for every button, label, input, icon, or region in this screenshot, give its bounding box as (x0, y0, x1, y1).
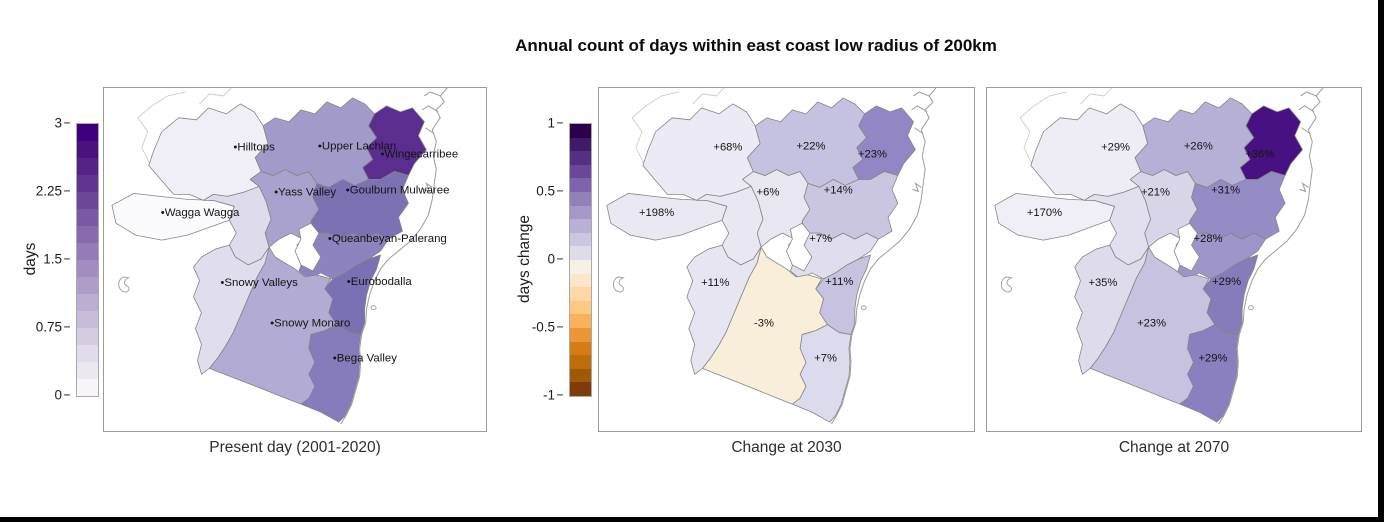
region-act-unshaded (294, 222, 322, 272)
colorbar-tick-label: 0.75 (35, 319, 62, 335)
region-label-bega-valley: •Bega Valley (333, 352, 397, 364)
region-pct-label-wingecarribee: +23% (858, 149, 887, 161)
coastline (1218, 88, 1324, 425)
coastline-inlet (1299, 182, 1309, 193)
region-pct-label-yass-valley: +21% (1141, 186, 1170, 198)
region-eurobodalla (324, 254, 381, 335)
region-pct-label-snowy-monaro: -3% (754, 318, 774, 330)
region-bega-valley (300, 324, 362, 423)
coastline-inlet (422, 105, 439, 113)
island-offshore (370, 305, 377, 311)
region-label-snowy-monaro: •Snowy Monaro (270, 318, 350, 330)
neighbor-boundary-line (631, 91, 680, 164)
colorbar-tick-label: -1 (542, 387, 555, 403)
region-label-upper-lachlan: •Upper Lachlan (318, 141, 396, 153)
region-pct-label-eurobodalla: +11% (825, 276, 853, 288)
neighbor-boundary-line (692, 88, 725, 105)
region-pct-label-bega-valley: +29% (1199, 352, 1228, 364)
region-eurobodalla (1202, 254, 1259, 335)
region-pct-label-snowy-monaro: +23% (1137, 318, 1166, 330)
coastline-inlet (912, 182, 922, 193)
region-label-eurobodalla: •Eurobodalla (347, 276, 413, 288)
region-hilltops (642, 103, 761, 201)
region-label-snowy-valleys: •Snowy Valleys (220, 277, 298, 289)
coastline-inlet (1301, 127, 1311, 135)
region-pct-label-wagga-wagga: +170% (1027, 207, 1062, 219)
map-change-2030-svg: +198% +68% +6% +22% +23% +14% +7% +11% -3% +11% +7… (606, 88, 937, 425)
screenshot-bottom-border (0, 517, 1384, 522)
region-label-wagga-wagga: •Wagga Wagga (161, 207, 240, 219)
colorbar-tick-label: 1 (547, 115, 555, 131)
region-pct-label-eurobodalla: +29% (1212, 276, 1241, 288)
coastline-inlet (1298, 105, 1315, 113)
region-pct-label-bega-valley: +7% (814, 352, 837, 364)
colorbar-tick-label: 3 (54, 115, 62, 131)
colorbar-tick-label: 0.5 (536, 183, 555, 199)
colorbar-days-gradient (76, 123, 99, 397)
region-act-unshaded (1173, 222, 1200, 272)
map-change-2030: +198% +68% +6% +22% +23% +14% +7% +11% -3% +11% +7… (598, 87, 975, 432)
colorbar-tick-label: 0 (54, 387, 62, 403)
coastline-inlet (914, 127, 924, 135)
region-label-hilltops: •Hilltops (233, 142, 275, 154)
island-west (1000, 276, 1013, 293)
coastline-inlet (424, 91, 441, 97)
coastline-inlet (911, 105, 928, 113)
map-present-day: •Wagga Wagga •Hilltops •Yass Valley •Upper … (103, 87, 487, 432)
region-pct-label-upper-lachlan: +22% (796, 141, 825, 153)
island-offshore (1248, 305, 1254, 311)
region-bega-valley (791, 324, 852, 423)
caption-present-day: Present day (2001-2020) (209, 439, 381, 456)
colorbar-days-ticks: 3 2.25 1.5 0.75 0 (26, 116, 72, 403)
region-label-yass-valley: •Yass Valley (274, 186, 336, 198)
region-pct-label-goulburn-mulwaree: +31% (1211, 184, 1240, 196)
map-change-2070-svg: +170% +29% +21% +26% +36% +31% +28% +35% +23% +29… (994, 88, 1324, 425)
coastline-inlet (425, 127, 435, 135)
neighbor-boundary-line (1019, 91, 1067, 164)
region-pct-label-queanbeyan-palerang: +7% (809, 233, 832, 245)
caption-change-2070: Change at 2070 (1118, 439, 1230, 456)
region-pct-label-hilltops: +29% (1101, 142, 1130, 154)
neighbor-boundary-line (199, 88, 232, 105)
colorbar-tick-label: 0 (547, 251, 555, 267)
map-present-day-svg: •Wagga Wagga •Hilltops •Yass Valley •Upper … (111, 88, 459, 425)
region-pct-label-yass-valley: +6% (757, 186, 780, 198)
region-hilltops (1030, 103, 1149, 201)
coastline-inlet (1300, 91, 1317, 97)
coastline (340, 88, 448, 425)
coastline-inlet (913, 91, 930, 97)
screenshot-right-border (1378, 0, 1384, 522)
coastline (831, 88, 937, 425)
colorbar-days-change-gradient (569, 123, 592, 397)
region-pct-label-snowy-valleys: +11% (701, 277, 729, 289)
figure-title: Annual count of days within east coast l… (515, 36, 997, 55)
island-west (118, 276, 131, 293)
colorbar-tick-label: 1.5 (43, 251, 62, 267)
neighbor-boundary-line (1080, 88, 1112, 105)
region-label-wingecarribee: •Wingecarribee (381, 149, 459, 161)
map-change-2070: +170% +29% +21% +26% +36% +31% +28% +35% +23% +29… (986, 87, 1362, 432)
region-pct-label-wagga-wagga: +198% (639, 207, 674, 219)
neighbor-boundary-line (137, 91, 186, 164)
region-pct-label-hilltops: +68% (713, 142, 742, 154)
region-bega-valley (1179, 324, 1239, 423)
region-label-queanbeyan-palerang: •Queanbeyan-Palerang (328, 233, 447, 245)
region-pct-label-upper-lachlan: +26% (1184, 141, 1213, 153)
region-label-goulburn-mulwaree: •Goulburn Mulwaree (346, 184, 450, 196)
region-eurobodalla (815, 254, 871, 335)
region-pct-label-goulburn-mulwaree: +14% (824, 184, 853, 196)
region-act-unshaded (786, 222, 813, 272)
region-pct-label-queanbeyan-palerang: +28% (1194, 233, 1223, 245)
island-west (612, 276, 625, 293)
coastline-inlet (423, 182, 433, 193)
caption-change-2030: Change at 2030 (731, 439, 842, 456)
region-pct-label-wingecarribee: +36% (1245, 149, 1274, 161)
colorbar-tick-label: -0.5 (531, 319, 555, 335)
island-offshore (860, 305, 867, 311)
colorbar-days-change-ticks: 1 0.5 0 -0.5 -1 (519, 116, 565, 403)
region-pct-label-snowy-valleys: +35% (1088, 277, 1117, 289)
colorbar-tick-label: 2.25 (35, 183, 62, 199)
